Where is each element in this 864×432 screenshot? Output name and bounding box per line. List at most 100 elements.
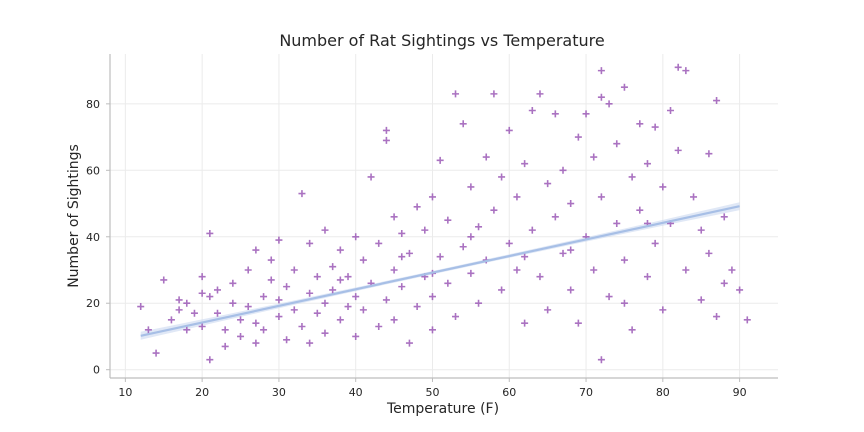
data-point bbox=[329, 263, 337, 271]
data-point bbox=[390, 213, 398, 221]
data-point bbox=[590, 153, 598, 161]
data-point bbox=[421, 226, 429, 234]
data-point bbox=[544, 306, 552, 314]
data-point bbox=[252, 339, 260, 347]
data-point bbox=[160, 276, 168, 284]
data-point bbox=[137, 303, 145, 311]
data-point bbox=[605, 293, 613, 301]
data-point bbox=[597, 67, 605, 75]
x-tick-label: 30 bbox=[272, 386, 286, 399]
data-point bbox=[567, 246, 575, 254]
y-axis-label: Number of Sightings bbox=[66, 144, 82, 288]
data-point bbox=[313, 273, 321, 281]
data-point bbox=[528, 226, 536, 234]
data-point bbox=[597, 356, 605, 364]
data-point bbox=[352, 293, 360, 301]
data-point bbox=[359, 256, 367, 264]
data-point bbox=[321, 226, 329, 234]
data-point bbox=[582, 110, 590, 118]
data-point bbox=[505, 126, 513, 134]
data-point bbox=[628, 326, 636, 334]
data-point bbox=[436, 156, 444, 164]
data-point bbox=[513, 266, 521, 274]
data-point bbox=[536, 273, 544, 281]
data-point bbox=[690, 193, 698, 201]
data-point bbox=[605, 100, 613, 108]
data-point bbox=[590, 266, 598, 274]
x-tick-label: 20 bbox=[195, 386, 209, 399]
data-point bbox=[237, 332, 245, 340]
data-point bbox=[275, 313, 283, 321]
data-point bbox=[574, 319, 582, 327]
data-point bbox=[521, 160, 529, 168]
data-point bbox=[659, 306, 667, 314]
data-point bbox=[528, 106, 536, 114]
data-point bbox=[567, 200, 575, 208]
data-point bbox=[321, 329, 329, 337]
y-tick-label: 0 bbox=[93, 364, 100, 377]
data-point bbox=[467, 183, 475, 191]
data-point bbox=[198, 289, 206, 297]
x-tick-label: 80 bbox=[656, 386, 670, 399]
data-point bbox=[536, 90, 544, 98]
data-point bbox=[467, 233, 475, 241]
data-point bbox=[190, 309, 198, 317]
data-point bbox=[183, 299, 191, 307]
data-point bbox=[252, 319, 260, 327]
data-point bbox=[490, 206, 498, 214]
data-point bbox=[697, 226, 705, 234]
data-point bbox=[213, 286, 221, 294]
data-point bbox=[398, 253, 406, 261]
data-point bbox=[221, 326, 229, 334]
data-point bbox=[267, 256, 275, 264]
data-point bbox=[213, 309, 221, 317]
data-point bbox=[221, 342, 229, 350]
data-point bbox=[505, 239, 513, 247]
data-point bbox=[144, 326, 152, 334]
chart-title: Number of Rat Sightings vs Temperature bbox=[279, 31, 604, 50]
data-point bbox=[306, 239, 314, 247]
data-point bbox=[183, 326, 191, 334]
data-point bbox=[682, 266, 690, 274]
data-point bbox=[167, 316, 175, 324]
x-tick-label: 40 bbox=[349, 386, 363, 399]
data-point bbox=[398, 283, 406, 291]
data-point bbox=[459, 120, 467, 128]
data-point bbox=[498, 173, 506, 181]
data-point bbox=[336, 316, 344, 324]
data-point bbox=[175, 296, 183, 304]
data-point bbox=[720, 213, 728, 221]
data-point bbox=[237, 316, 245, 324]
data-point bbox=[467, 269, 475, 277]
data-point bbox=[244, 303, 252, 311]
data-point bbox=[475, 299, 483, 307]
data-point bbox=[352, 332, 360, 340]
data-point bbox=[736, 286, 744, 294]
data-point bbox=[306, 339, 314, 347]
data-point bbox=[705, 249, 713, 257]
x-axis-label: Temperature (F) bbox=[386, 401, 499, 417]
data-point bbox=[659, 183, 667, 191]
data-point bbox=[175, 306, 183, 314]
data-point bbox=[490, 90, 498, 98]
data-point bbox=[428, 293, 436, 301]
data-point bbox=[720, 279, 728, 287]
data-point bbox=[375, 322, 383, 330]
data-point bbox=[521, 253, 529, 261]
data-point bbox=[382, 296, 390, 304]
data-point bbox=[667, 106, 675, 114]
data-point bbox=[713, 97, 721, 105]
data-point bbox=[428, 193, 436, 201]
data-point bbox=[290, 306, 298, 314]
data-point bbox=[620, 299, 628, 307]
data-point bbox=[521, 319, 529, 327]
data-point bbox=[283, 283, 291, 291]
data-point bbox=[682, 67, 690, 75]
data-point bbox=[244, 266, 252, 274]
x-tick-label: 90 bbox=[733, 386, 747, 399]
y-axis-ticks: 0 20 40 60 80 bbox=[86, 98, 110, 377]
data-point bbox=[275, 236, 283, 244]
data-point bbox=[498, 286, 506, 294]
data-point bbox=[452, 90, 460, 98]
data-point bbox=[620, 83, 628, 91]
